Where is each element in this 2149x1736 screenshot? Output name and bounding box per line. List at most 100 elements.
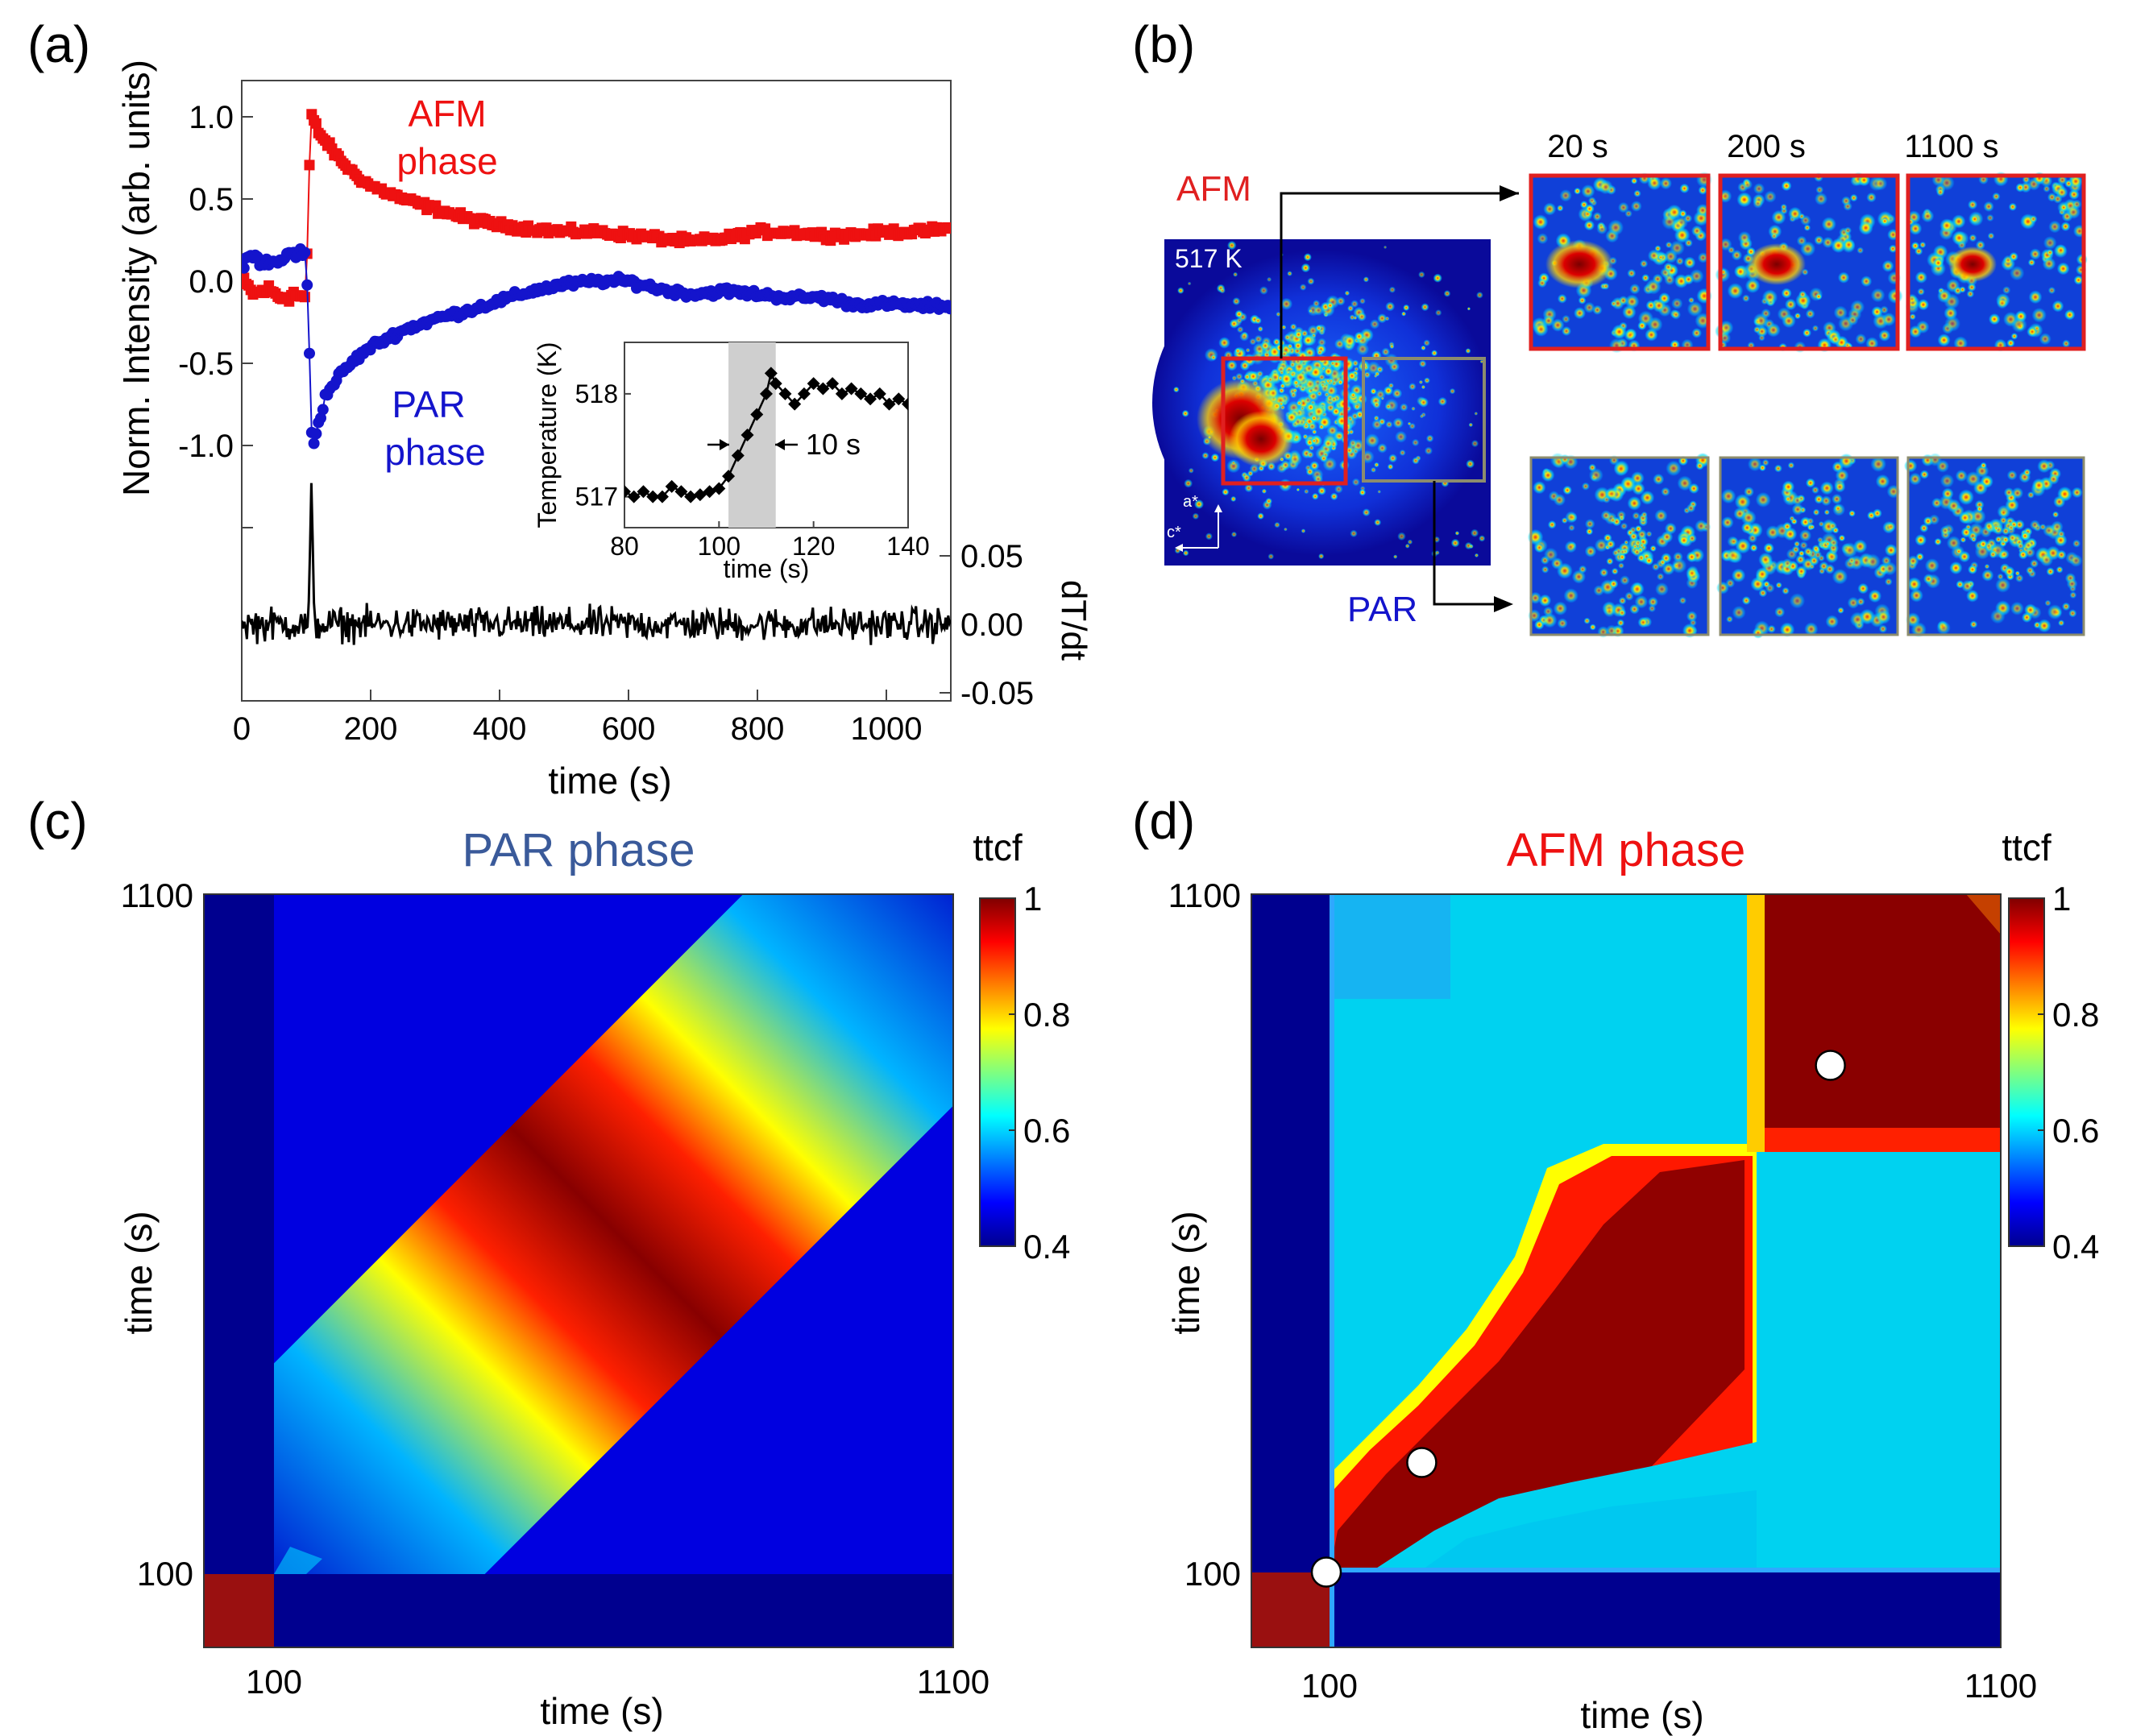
speckle xyxy=(1616,510,1626,520)
speckle xyxy=(1299,284,1307,291)
speckle xyxy=(1617,608,1627,617)
speckle xyxy=(2027,259,2035,267)
speckle xyxy=(1849,193,1858,202)
speckle xyxy=(2047,604,2063,620)
speckle xyxy=(1657,254,1665,261)
speckle xyxy=(1553,601,1568,615)
speckle xyxy=(1632,547,1642,557)
speckle xyxy=(1881,259,1894,272)
speckle xyxy=(1404,543,1410,549)
speckle xyxy=(1479,359,1484,364)
speckle xyxy=(1400,403,1408,412)
speckle xyxy=(1257,512,1264,520)
a-xtick-label: 1000 xyxy=(851,711,923,747)
speckle xyxy=(1259,286,1268,295)
colorbar-tick-label: 0.6 xyxy=(1023,1112,1070,1150)
par-thumbnail-frame xyxy=(1719,456,1899,636)
speckle xyxy=(1785,298,1797,311)
speckle xyxy=(2056,566,2064,574)
speckle xyxy=(1184,479,1193,488)
par-point xyxy=(944,303,951,315)
speckle xyxy=(1355,393,1367,405)
speckle xyxy=(1937,288,1952,304)
speckle xyxy=(1671,309,1681,320)
speckle xyxy=(1761,289,1778,305)
speckle xyxy=(1337,379,1344,386)
speckle xyxy=(1755,491,1771,508)
speckle xyxy=(1380,396,1384,400)
speckle xyxy=(1541,566,1550,574)
speckle xyxy=(1782,521,1792,532)
speckle xyxy=(1698,185,1707,195)
speckle xyxy=(1557,618,1568,629)
speckle xyxy=(1678,596,1687,605)
speckle xyxy=(1307,390,1319,402)
speckle xyxy=(1239,331,1250,342)
speckle xyxy=(1994,536,2002,544)
speckle xyxy=(2002,536,2010,544)
panel-a-frame xyxy=(241,80,952,702)
speckle xyxy=(1553,494,1566,507)
speckle xyxy=(1737,230,1752,245)
panel-d-ylabel: time (s) xyxy=(1165,1211,1207,1334)
speckle xyxy=(1781,180,1792,192)
par-thumbnail-frame xyxy=(1529,456,1710,636)
afm-point xyxy=(310,118,322,129)
speckle xyxy=(1471,528,1479,537)
inset-point xyxy=(844,382,858,396)
speckle xyxy=(1775,582,1782,589)
a-right-tick-label: 0.05 xyxy=(960,539,1023,574)
speckle xyxy=(1956,580,1964,589)
speckle xyxy=(1357,312,1367,321)
speckle xyxy=(1373,415,1379,421)
speckle xyxy=(2039,553,2054,567)
speckle xyxy=(1533,214,1549,230)
speckle xyxy=(1995,578,2011,593)
speckle xyxy=(1865,553,1881,570)
speckle xyxy=(1350,300,1359,309)
speckle xyxy=(2056,549,2067,560)
speckle xyxy=(1627,496,1642,511)
panel-label-c: (c) xyxy=(27,792,88,850)
speckle xyxy=(2052,300,2064,313)
speckle xyxy=(1381,347,1391,357)
inset-point xyxy=(816,382,830,396)
inset-xtick-label: 140 xyxy=(886,532,929,561)
speckle xyxy=(1562,326,1571,336)
speckle xyxy=(1543,547,1558,562)
speckle xyxy=(1958,489,1974,505)
speckle xyxy=(1774,464,1782,473)
speckle xyxy=(1780,203,1787,211)
a-right-tick-label: -0.05 xyxy=(960,676,1034,711)
speckle xyxy=(2011,487,2024,499)
speckle xyxy=(1276,312,1281,317)
speckle xyxy=(1247,371,1259,383)
speckle xyxy=(2031,308,2047,323)
speckle xyxy=(1471,440,1479,448)
speckle xyxy=(1239,360,1251,371)
heatmap-d-bottom-edge xyxy=(1251,1568,2001,1572)
speckle xyxy=(1857,247,1864,255)
inset-point xyxy=(722,470,736,483)
speckle xyxy=(1529,591,1542,604)
speckle xyxy=(2020,532,2030,541)
heatmap-d-bottom-band xyxy=(1251,1572,2001,1647)
speckle xyxy=(1815,185,1824,194)
speckle xyxy=(1980,462,1987,469)
speckle xyxy=(2048,220,2061,234)
speckle xyxy=(2006,338,2015,347)
speckle xyxy=(1915,247,1923,255)
speckle xyxy=(1795,566,1807,578)
inset-point xyxy=(778,387,792,400)
speckle xyxy=(1598,180,1613,195)
inset-points xyxy=(624,367,908,503)
c-star-axis-label: c* xyxy=(1167,524,1181,541)
inset-point xyxy=(655,490,669,503)
speckle xyxy=(1304,488,1309,495)
par-connector xyxy=(1433,481,1499,606)
speckle xyxy=(1815,292,1823,300)
speckle xyxy=(1583,617,1591,624)
speckle xyxy=(1280,297,1293,310)
speckle xyxy=(1584,519,1595,529)
afm-hot-spot xyxy=(1545,240,1613,288)
